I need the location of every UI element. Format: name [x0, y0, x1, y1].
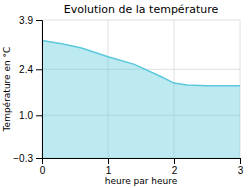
x-tick-mark [108, 158, 109, 164]
y-tick: 2.4 [19, 64, 42, 75]
y-tick-label: 3.9 [19, 15, 33, 26]
x-tick-label: 0 [40, 165, 46, 176]
x-tick-mark [174, 158, 175, 164]
area [42, 40, 240, 158]
x-axis-line [43, 159, 241, 165]
plot: 0 1 2 3 −0.3 1.0 2.4 3.9 [13, 15, 243, 176]
x-tick: 0 [40, 158, 46, 176]
y-axis: −0.3 1.0 2.4 3.9 [13, 15, 42, 164]
y-tick-label: 1.0 [19, 110, 33, 121]
x-axis-label: heure par heure [105, 176, 178, 186]
y-axis-line [36, 21, 43, 159]
x-tick-label: 1 [106, 165, 112, 176]
x-tick: 1 [106, 158, 112, 176]
y-tick-mark [36, 158, 42, 159]
title: Evolution de la température [64, 3, 219, 16]
y-axis-label: Température en °C [2, 47, 12, 133]
y-grid-line [42, 20, 240, 21]
y-tick-mark [36, 69, 42, 70]
x-tick-label: 2 [172, 165, 178, 176]
y-tick-label: −0.3 [13, 153, 33, 164]
x-tick-mark [240, 158, 241, 164]
x-tick: 3 [238, 158, 244, 176]
line [42, 40, 240, 85]
y-tick-mark [36, 20, 42, 21]
chart: 0 1 2 3 −0.3 1.0 2.4 3.9 Evolution de la tempéra… [0, 0, 250, 188]
y-tick: −0.3 [13, 153, 42, 164]
x-tick: 2 [172, 158, 178, 176]
y-tick: 3.9 [19, 15, 42, 26]
marks [42, 40, 240, 158]
x-axis: 0 1 2 3 [40, 158, 244, 176]
y-tick-label: 2.4 [19, 64, 33, 75]
y-tick: 1.0 [19, 110, 42, 121]
y-tick-mark [36, 115, 42, 116]
x-tick-label: 3 [238, 165, 244, 176]
grid [42, 20, 240, 158]
